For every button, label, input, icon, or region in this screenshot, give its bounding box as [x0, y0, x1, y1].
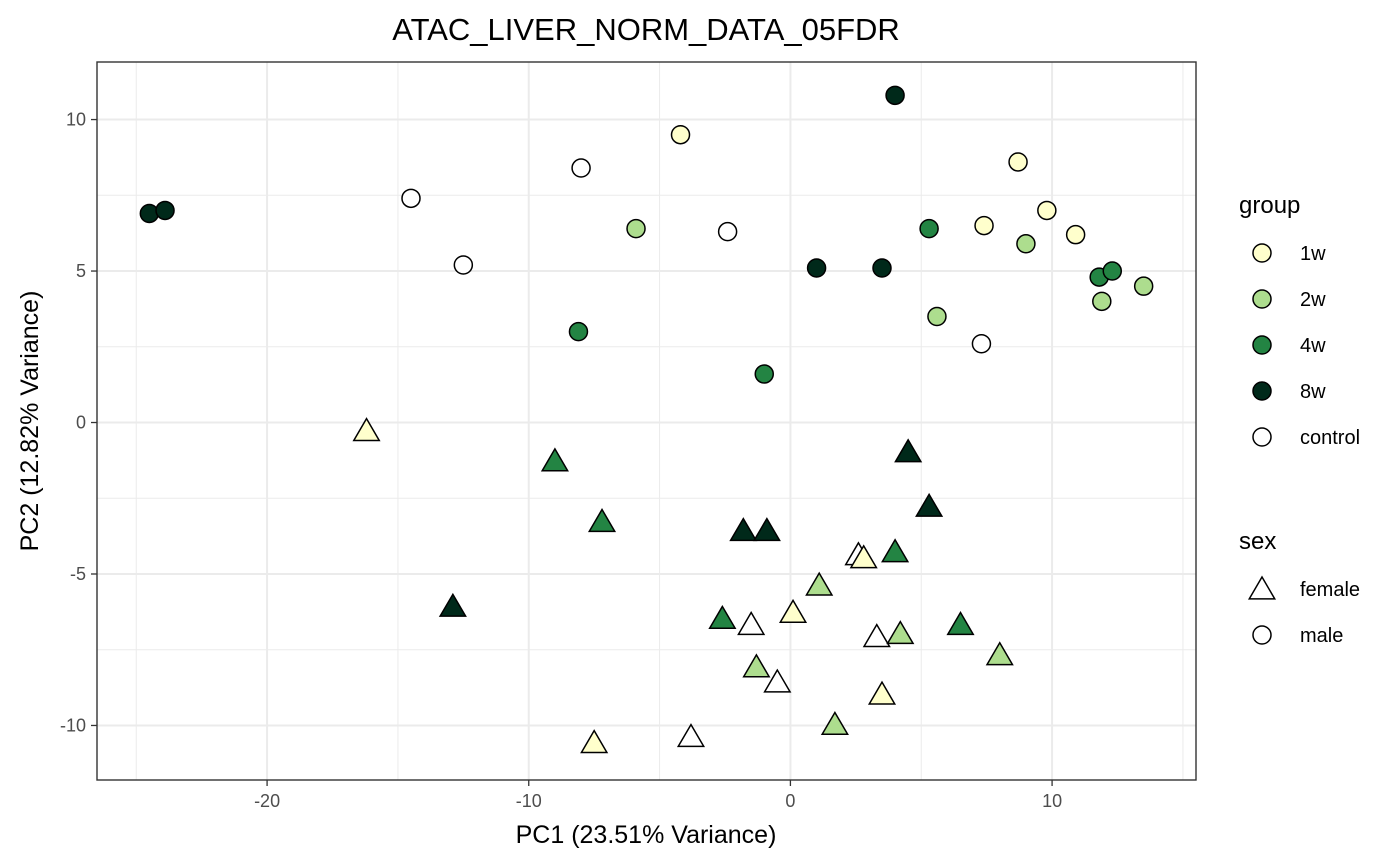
data-point-male — [1133, 276, 1154, 296]
data-point-male — [754, 364, 774, 384]
y-tick-label: -5 — [70, 564, 86, 584]
x-axis-ticks: -20 -10 0 10 — [254, 780, 1062, 811]
y-tick-label: 10 — [66, 110, 86, 130]
data-point-female — [580, 729, 609, 754]
data-point-female — [729, 517, 758, 542]
data-point-female — [587, 508, 617, 533]
major-gridlines — [97, 62, 1196, 780]
legend-key-triangle — [1247, 575, 1277, 600]
data-point-female — [915, 492, 944, 517]
legend-key-circle — [1252, 335, 1272, 355]
data-point-female — [352, 417, 381, 442]
data-point-male — [401, 188, 421, 209]
data-points — [139, 85, 1154, 754]
data-point-female — [820, 710, 849, 736]
data-point-female — [886, 620, 915, 645]
data-point-female — [867, 680, 897, 705]
y-axis-ticks: -10 -5 0 5 10 — [60, 110, 97, 735]
data-point-male — [568, 321, 589, 342]
data-point-male — [927, 306, 947, 327]
legend-label: control — [1300, 427, 1360, 449]
data-point-male — [571, 158, 591, 178]
data-point-male — [1008, 152, 1028, 172]
legend-label: 2w — [1300, 289, 1326, 311]
data-point-male — [453, 255, 474, 275]
data-point-male — [139, 203, 160, 224]
legend-label: 4w — [1300, 335, 1326, 357]
data-point-male — [155, 200, 175, 221]
legend-label: 1w — [1300, 243, 1326, 265]
data-point-female — [742, 653, 771, 678]
data-point-male — [974, 215, 994, 236]
legend-label: female — [1300, 579, 1360, 601]
data-point-female — [881, 538, 910, 563]
data-point-male — [1016, 234, 1036, 254]
data-point-female — [862, 623, 891, 648]
legend-title: sex — [1239, 528, 1276, 555]
x-tick-label: 10 — [1042, 791, 1062, 811]
minor-gridlines — [97, 62, 1196, 780]
data-point-male — [806, 258, 827, 278]
data-point-female — [752, 517, 781, 542]
x-tick-label: -10 — [516, 791, 542, 811]
data-point-male — [626, 218, 646, 239]
plot-panel-background — [97, 62, 1196, 780]
legend-key-circle — [1252, 289, 1272, 309]
data-point-male — [919, 218, 939, 239]
data-point-female — [737, 611, 766, 636]
data-point-male — [670, 124, 691, 145]
data-point-male — [1092, 291, 1112, 312]
data-point-male — [1065, 224, 1086, 245]
y-tick-label: 5 — [76, 261, 86, 281]
data-point-female — [894, 438, 923, 463]
data-point-female — [985, 641, 1014, 666]
data-point-female — [763, 668, 792, 693]
legend-label: male — [1300, 625, 1343, 647]
data-point-female — [540, 447, 569, 472]
data-point-male — [1102, 261, 1123, 281]
y-axis-title: PC2 (12.82% Variance) — [16, 291, 44, 552]
plot-panel — [96, 61, 1197, 781]
x-tick-label: 0 — [785, 791, 795, 811]
legend: group 1w 2w 4w 8w control sex female male — [1239, 192, 1360, 647]
data-point-male — [717, 221, 738, 242]
data-point-male — [971, 333, 992, 354]
data-point-male — [872, 258, 892, 278]
x-tick-label: -20 — [254, 791, 280, 811]
legend-key-circle — [1252, 427, 1272, 447]
data-point-female — [805, 571, 834, 596]
legend-key-circle — [1252, 243, 1272, 263]
legend-title: group — [1239, 192, 1300, 219]
legend-label: 8w — [1300, 381, 1326, 403]
y-tick-label: -10 — [60, 715, 86, 735]
data-point-female — [676, 723, 706, 748]
plot-panel-border — [96, 61, 1197, 781]
data-point-female — [708, 604, 737, 630]
data-point-male — [885, 85, 905, 106]
data-point-female — [849, 544, 878, 569]
legend-key-circle — [1252, 625, 1272, 645]
legend-key-circle — [1252, 381, 1272, 401]
chart-title: ATAC_LIVER_NORM_DATA_05FDR — [392, 12, 900, 47]
y-tick-label: 0 — [76, 413, 86, 433]
data-point-female — [438, 592, 467, 617]
data-point-male — [1037, 200, 1057, 221]
data-point-female — [778, 598, 808, 623]
data-point-female — [946, 611, 975, 636]
x-axis-title: PC1 (23.51% Variance) — [516, 821, 777, 849]
